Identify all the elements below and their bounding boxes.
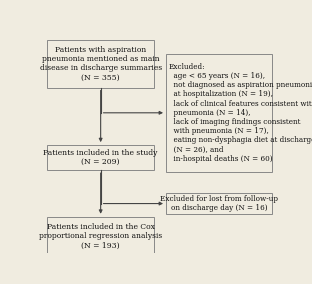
Text: Patients included in the study
(N = 209): Patients included in the study (N = 209) [43, 149, 158, 166]
Text: Excluded for lost from follow-up
on discharge day (N = 16): Excluded for lost from follow-up on disc… [160, 195, 278, 212]
FancyBboxPatch shape [166, 54, 272, 172]
FancyBboxPatch shape [47, 217, 154, 256]
FancyBboxPatch shape [47, 145, 154, 170]
Text: Patients with aspiration
pneumonia mentioned as main
disease in discharge summar: Patients with aspiration pneumonia menti… [40, 46, 162, 82]
FancyBboxPatch shape [47, 39, 154, 88]
Text: Excluded:
  age < 65 years (N = 16),
  not diagnosed as aspiration pneumonia
  a: Excluded: age < 65 years (N = 16), not d… [169, 63, 312, 163]
Text: Patients included in the Cox
proportional regression analysis
(N = 193): Patients included in the Cox proportiona… [39, 223, 162, 250]
FancyBboxPatch shape [166, 193, 272, 214]
